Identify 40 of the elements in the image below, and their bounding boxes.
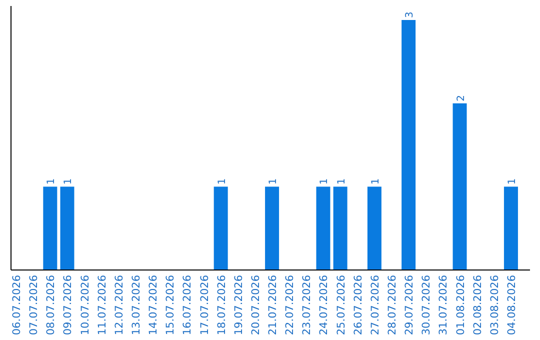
x-tick-label: 08.07.2026 <box>45 274 58 336</box>
x-tick-label: 01.08.2026 <box>454 274 467 336</box>
x-tick-label: 11.07.2026 <box>96 274 108 336</box>
x-tick-label: 12.07.2026 <box>113 274 126 336</box>
x-tick-label: 30.07.2026 <box>420 274 433 336</box>
x-tick-label: 14.07.2026 <box>148 274 160 336</box>
x-tick-label: 03.08.2026 <box>488 274 501 336</box>
data-label: 1 <box>370 178 382 185</box>
x-tick-label: 10.07.2026 <box>79 274 92 336</box>
data-label: 1 <box>336 178 348 185</box>
data-label: 1 <box>268 178 280 185</box>
x-tick-label: 04.08.2026 <box>506 274 518 336</box>
data-label: 1 <box>46 178 58 185</box>
x-tick-label: 25.07.2026 <box>335 274 348 336</box>
data-label: 1 <box>319 178 330 185</box>
data-label: 2 <box>456 94 467 102</box>
x-tick-label: 20.07.2026 <box>250 274 262 336</box>
x-tick-label: 02.08.2026 <box>472 274 484 336</box>
x-tick-label: 17.07.2026 <box>198 274 211 336</box>
data-label: 1 <box>63 178 74 185</box>
x-tick-label: 24.07.2026 <box>318 274 330 336</box>
x-tick-label: 28.07.2026 <box>386 274 398 336</box>
x-tick-label: 07.07.2026 <box>28 274 40 336</box>
x-tick-label: 22.07.2026 <box>284 274 296 336</box>
data-label: 1 <box>216 178 228 185</box>
x-tick-label: 13.07.2026 <box>130 274 142 336</box>
x-tick-label: 29.07.2026 <box>404 274 416 336</box>
x-tick-label: 27.07.2026 <box>369 274 382 336</box>
data-label: 3 <box>404 12 416 18</box>
x-tick-label: 19.07.2026 <box>232 274 245 336</box>
data-label: 1 <box>506 178 518 185</box>
x-tick-label: 21.07.2026 <box>267 274 280 336</box>
x-tick-label: 06.07.2026 <box>11 274 24 336</box>
x-tick-label: 16.07.2026 <box>182 274 194 336</box>
x-tick-label: 09.07.2026 <box>62 274 74 336</box>
x-tick-label: 23.07.2026 <box>301 274 314 336</box>
x-tick-label: 26.07.2026 <box>352 274 364 336</box>
x-tick-label: 15.07.2026 <box>164 274 177 336</box>
x-tick-label: 31.07.2026 <box>438 274 450 336</box>
x-tick-label: 18.07.2026 <box>216 274 228 336</box>
